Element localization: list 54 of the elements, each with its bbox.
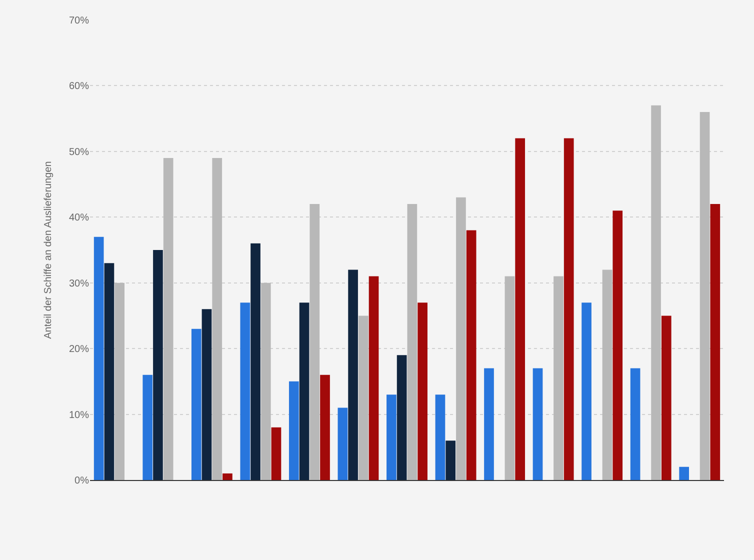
bar — [679, 466, 689, 480]
bar — [532, 368, 543, 480]
bar — [310, 204, 320, 480]
bar — [368, 276, 379, 480]
bar — [407, 204, 418, 480]
bar — [396, 355, 407, 480]
bar — [582, 302, 592, 480]
bar — [564, 138, 574, 480]
bar — [456, 197, 466, 480]
bar — [114, 282, 124, 480]
bar — [504, 276, 515, 480]
bar — [651, 105, 661, 480]
bar — [104, 263, 114, 480]
bar — [202, 309, 212, 480]
y-tick-label: 40% — [68, 212, 90, 224]
bar — [612, 210, 623, 480]
bar — [484, 368, 494, 480]
y-tick-label: 50% — [68, 146, 90, 158]
bar — [435, 394, 446, 480]
bar — [700, 112, 710, 480]
bar — [338, 408, 348, 480]
bar — [446, 440, 456, 480]
bar — [222, 473, 232, 480]
bar — [710, 204, 720, 480]
y-tick-label: 20% — [68, 344, 90, 356]
bar — [163, 158, 174, 480]
bar — [212, 158, 222, 480]
bar — [240, 302, 250, 480]
bar — [515, 138, 526, 480]
y-tick-label: 60% — [68, 81, 90, 92]
bar — [418, 302, 428, 480]
bar — [94, 236, 104, 480]
bar — [630, 368, 640, 480]
bar — [602, 270, 612, 480]
bar — [320, 374, 330, 480]
y-axis-title: Anteil der Schiffe an den Auslieferungen — [42, 161, 54, 339]
bar — [661, 316, 672, 480]
bar — [386, 394, 396, 480]
bar — [466, 230, 476, 480]
bar — [299, 302, 310, 480]
bar — [250, 243, 260, 480]
bar — [358, 316, 368, 480]
y-tick-label: 70% — [68, 16, 90, 26]
bar — [142, 374, 153, 480]
y-tick-label: 10% — [68, 410, 90, 421]
bar — [554, 276, 564, 480]
y-tick-label: 30% — [68, 278, 90, 290]
bar — [271, 427, 282, 480]
bar — [260, 282, 271, 480]
bar — [348, 270, 358, 480]
bar — [288, 381, 299, 480]
bar — [191, 328, 202, 480]
bar — [153, 250, 163, 480]
y-tick-label: 0% — [74, 476, 90, 486]
